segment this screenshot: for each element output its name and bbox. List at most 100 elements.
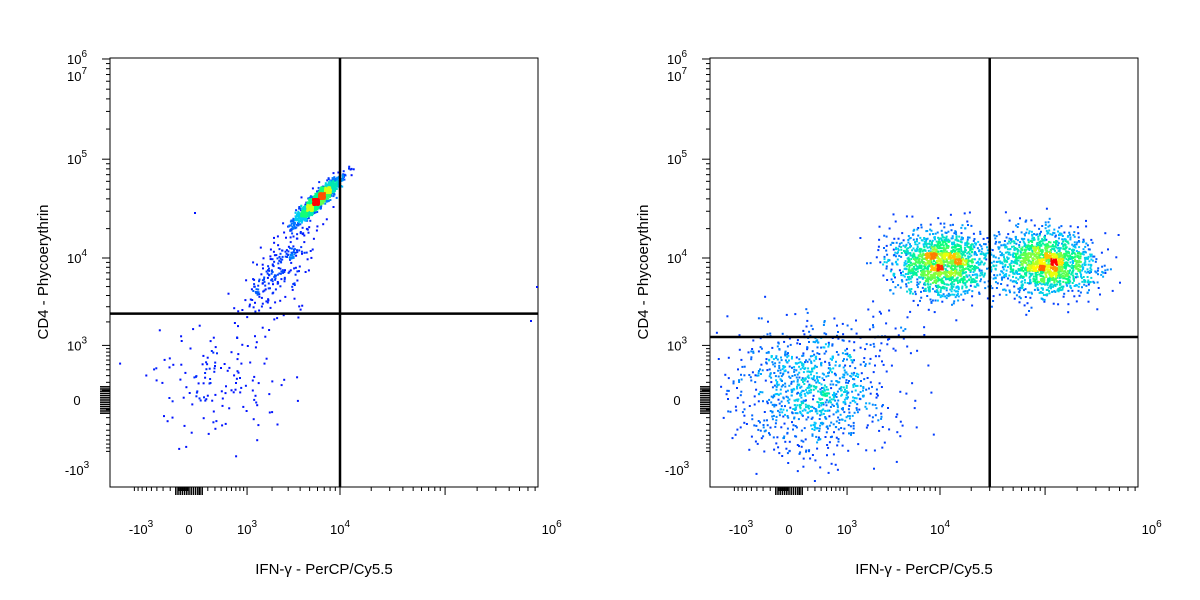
event-dot — [906, 316, 909, 319]
event-dot — [276, 282, 279, 285]
event-dot — [962, 268, 965, 271]
event-dot — [1001, 254, 1003, 257]
event-dot — [337, 181, 340, 184]
event-dot — [317, 192, 319, 195]
event-dot — [811, 350, 814, 353]
event-dot — [901, 232, 904, 235]
event-dot — [1008, 219, 1011, 222]
event-dot — [1010, 268, 1012, 271]
event-dot — [295, 217, 297, 220]
event-dot — [995, 260, 998, 263]
event-dot — [1030, 247, 1033, 250]
event-dot — [801, 364, 804, 367]
event-dot — [790, 380, 793, 383]
event-dot — [829, 367, 831, 370]
event-dot — [1033, 238, 1036, 241]
event-dot — [1041, 287, 1044, 290]
event-dot — [850, 432, 853, 434]
event-dot — [795, 406, 798, 409]
event-dot — [819, 388, 822, 391]
event-dot — [933, 311, 936, 314]
event-dot — [900, 252, 903, 254]
event-dot — [299, 232, 302, 235]
event-dot — [1042, 271, 1045, 274]
event-dot — [755, 424, 758, 427]
event-dot — [737, 368, 739, 371]
event-dot — [851, 359, 854, 362]
event-dot — [239, 391, 242, 394]
event-dot — [916, 286, 919, 289]
event-dot — [228, 366, 231, 369]
event-dot — [837, 428, 840, 431]
event-dot — [1030, 274, 1033, 276]
event-dot — [751, 371, 754, 374]
event-dot — [806, 380, 809, 383]
event-dot — [971, 251, 974, 253]
event-dot — [987, 252, 990, 255]
event-dot — [1082, 266, 1085, 269]
event-dot — [816, 346, 819, 349]
event-dot — [1072, 278, 1075, 281]
event-dot — [771, 415, 774, 418]
event-dot — [862, 361, 865, 363]
event-dot — [212, 421, 215, 424]
event-dot — [847, 408, 850, 411]
event-dot — [834, 373, 837, 376]
event-dot — [963, 250, 966, 253]
event-dot — [303, 214, 306, 217]
event-dot — [763, 411, 766, 413]
event-dot — [915, 258, 918, 261]
event-dot — [980, 269, 983, 272]
event-dot — [1060, 275, 1063, 278]
event-dot — [772, 363, 775, 366]
event-dot — [836, 444, 839, 447]
event-dot — [1086, 281, 1089, 284]
event-dot — [342, 170, 345, 173]
event-dot — [803, 427, 806, 430]
event-dot — [811, 434, 814, 437]
event-dot — [1014, 247, 1017, 250]
event-dot — [1058, 226, 1061, 229]
event-dot — [1022, 269, 1025, 272]
event-dot — [784, 365, 787, 368]
event-dot — [848, 415, 851, 418]
event-dot — [985, 252, 988, 255]
event-dot — [1062, 263, 1065, 266]
event-dot — [1060, 270, 1063, 273]
event-dot — [332, 195, 335, 198]
event-dot — [1085, 219, 1087, 222]
event-dot — [907, 263, 910, 266]
event-dot — [1016, 226, 1019, 228]
event-dot — [819, 422, 822, 425]
event-dot — [858, 408, 861, 411]
event-dot — [802, 371, 805, 374]
event-dot — [1015, 238, 1017, 241]
event-dot — [763, 450, 766, 453]
event-dot — [821, 387, 823, 389]
event-dot — [866, 377, 869, 379]
event-dot — [1055, 243, 1058, 246]
event-dot — [957, 287, 960, 289]
event-dot — [1084, 250, 1086, 253]
event-dot — [805, 391, 808, 394]
event-dot — [285, 252, 288, 255]
event-dot — [796, 380, 799, 383]
event-dot — [968, 274, 971, 277]
event-dot — [293, 222, 296, 225]
event-dot — [801, 366, 804, 369]
event-dot — [969, 284, 972, 287]
event-dot — [899, 435, 902, 438]
event-dot — [892, 281, 895, 283]
event-dot — [810, 377, 813, 380]
event-dot — [877, 245, 880, 248]
event-dot — [928, 289, 931, 292]
event-dot — [310, 198, 313, 201]
event-dot — [810, 370, 812, 373]
y-tick-label: 103 — [67, 335, 87, 353]
event-dot — [864, 405, 867, 408]
event-dot — [946, 263, 949, 266]
event-dot — [263, 280, 266, 283]
event-dot — [782, 384, 784, 387]
event-dot — [1015, 282, 1018, 285]
event-dot — [291, 288, 294, 291]
